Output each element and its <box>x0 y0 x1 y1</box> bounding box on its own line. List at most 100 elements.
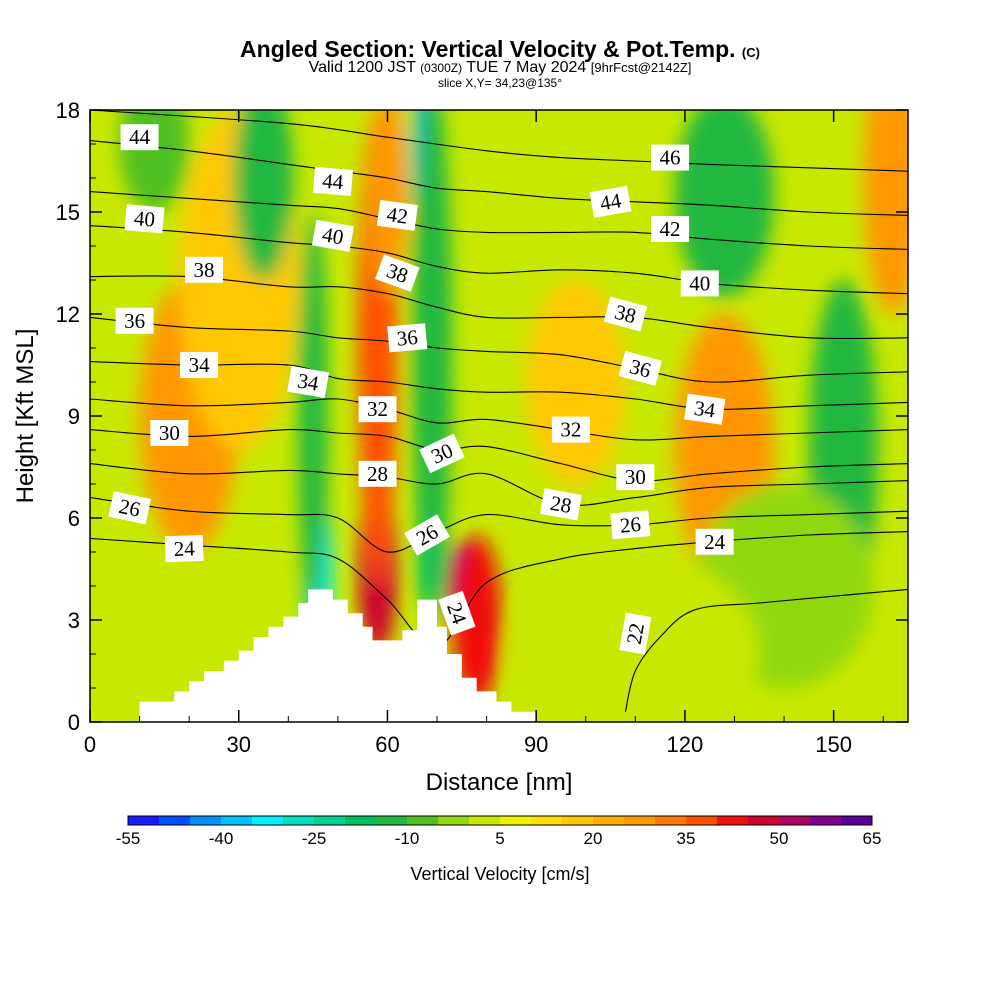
velocity-cell <box>675 110 775 297</box>
isentrope-line <box>90 191 908 250</box>
isentrope-label-box <box>120 124 159 151</box>
isentrope-label: 38 <box>603 296 648 332</box>
x-tick-label: 0 <box>84 732 96 757</box>
isentrope-label-text: 38 <box>194 258 215 282</box>
isentrope-line <box>90 428 908 482</box>
colorbar-tick-label: 50 <box>770 829 789 848</box>
isentrope-label-box <box>618 350 663 386</box>
isentrope-label: 22 <box>619 612 652 655</box>
isentrope-label-box <box>358 396 397 423</box>
colorbar-swatch <box>376 816 408 825</box>
isentrope-label-box <box>610 510 651 540</box>
colorbar-swatch <box>500 816 532 825</box>
x-tick-label: 90 <box>524 732 548 757</box>
colorbar-tick-label: -55 <box>116 829 141 848</box>
isentrope-label-box <box>603 296 648 332</box>
colorbar-frame <box>127 815 873 826</box>
colorbar-swatch <box>438 816 470 825</box>
colorbar-swatch <box>159 816 191 825</box>
slice-info: slice X,Y= 34,23@135° <box>437 76 563 90</box>
colorbar: -55 -40 -25 -10 5 20 35 50 65 Vertical Velocity [… <box>116 815 882 884</box>
x-tick-label: 150 <box>815 732 852 757</box>
isentrope-label-text: 32 <box>560 418 581 442</box>
isentrope-label: 40 <box>124 204 165 234</box>
isentrope-label-box <box>124 204 165 234</box>
isentrope-label-text: 40 <box>689 271 710 295</box>
isentrope-label-box <box>287 365 330 399</box>
isentrope-label: 24 <box>164 534 204 563</box>
isentrope-line <box>90 110 908 172</box>
isentrope-label-box <box>404 514 451 556</box>
terrain-profile <box>139 589 537 722</box>
isentrope-label: 44 <box>120 124 159 151</box>
isentrope-line <box>90 398 908 441</box>
y-axis-label: Height [Kft MSL] <box>12 329 39 504</box>
chart-title: Angled Section: Vertical Velocity & Pot.… <box>0 36 1000 63</box>
isentrope-label-text: 40 <box>133 206 156 232</box>
colorbar-tick-label: -40 <box>209 829 234 848</box>
isentrope-label: 34 <box>180 352 219 378</box>
isentrope-label-box <box>695 528 734 555</box>
y-tick-label: 0 <box>68 710 80 735</box>
isentrope-line <box>90 463 908 507</box>
isentrope-label-box <box>150 420 189 446</box>
colorbar-swatch <box>190 816 222 825</box>
colorbar-swatch <box>593 816 625 825</box>
velocity-cell <box>233 110 294 280</box>
velocity-cell <box>298 212 328 620</box>
isentrope-line <box>90 497 908 553</box>
isentrope-label: 38 <box>185 256 224 283</box>
isentrope-label-text: 40 <box>320 222 345 249</box>
isentrope-label-box <box>164 534 204 563</box>
isentrope-label: 36 <box>387 323 428 353</box>
isentrope-label-text: 24 <box>704 530 726 554</box>
isentrope-label-box <box>108 491 151 525</box>
isentrope-label-box <box>616 464 655 491</box>
isentrope-label-text: 44 <box>598 188 623 215</box>
colorbar-swatch <box>252 816 284 825</box>
isentrope-label: 30 <box>616 464 655 491</box>
isentrope-label: 28 <box>540 488 582 521</box>
colorbar-swatch <box>810 816 842 825</box>
isentrope-label-text: 28 <box>367 462 388 486</box>
isentrope-label: 34 <box>684 393 726 425</box>
colorbar-tick-label: -25 <box>302 829 327 848</box>
y-tick-label: 15 <box>56 200 80 225</box>
isentrope-label-text: 26 <box>619 512 642 538</box>
isentrope-label-box <box>311 219 354 252</box>
isentrope-label-box <box>419 433 465 474</box>
isentrope-label: 32 <box>551 416 590 443</box>
colorbar-swatch <box>624 816 656 825</box>
isentrope-label: 26 <box>610 510 651 540</box>
colorbar-swatch <box>221 816 253 825</box>
velocity-cell <box>526 280 626 484</box>
isentrope-label-text: 34 <box>189 353 211 377</box>
isentrope-label-box <box>651 144 690 171</box>
isentrope-lines <box>90 110 908 712</box>
colorbar-swatch <box>345 816 377 825</box>
colorbar-tick-label: 35 <box>677 829 696 848</box>
colorbar-swatch <box>748 816 780 825</box>
velocity-cell <box>451 535 502 705</box>
isentrope-line <box>624 588 908 712</box>
isentrope-label: 46 <box>651 144 690 171</box>
isentrope-label-box <box>358 460 397 487</box>
isentrope-label-box <box>438 590 476 636</box>
zulu-time: (0300Z) <box>420 61 463 75</box>
isentrope-label: 24 <box>695 528 734 555</box>
isentrope-line <box>90 225 908 295</box>
isentrope-label-text: 46 <box>660 146 681 170</box>
colorbar-tick-label: 65 <box>863 829 882 848</box>
isentrope-line <box>90 140 908 216</box>
isentrope-label-text: 34 <box>296 368 321 395</box>
isentrope-label: 26 <box>108 491 151 525</box>
colorbar-tick-label: 20 <box>584 829 603 848</box>
colorbar-swatch <box>562 816 594 825</box>
isentrope-label-text: 44 <box>129 125 151 149</box>
isentrope-label: 42 <box>376 199 418 231</box>
x-tick-label: 30 <box>226 732 250 757</box>
valid-time: Valid 1200 JST <box>308 59 416 76</box>
isentrope-label: 32 <box>358 396 397 423</box>
